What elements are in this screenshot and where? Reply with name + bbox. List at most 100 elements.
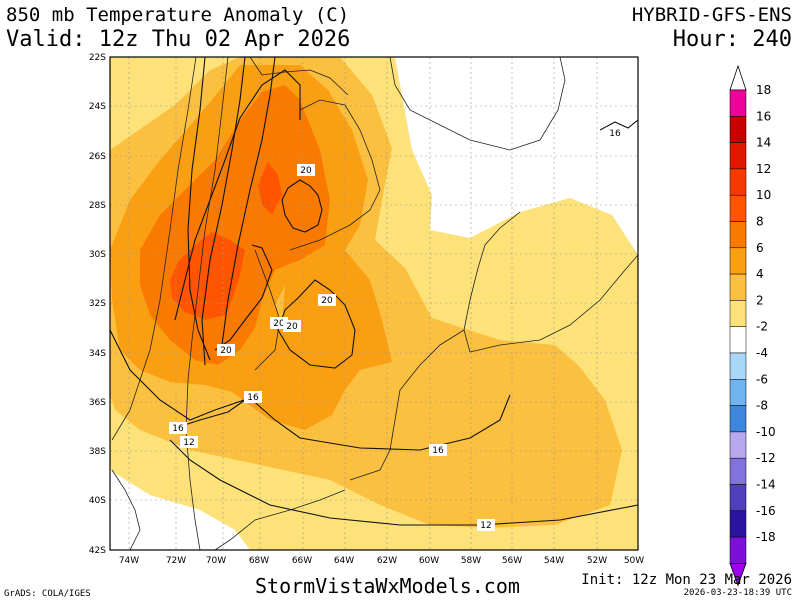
colorbar-swatch [729,194,747,222]
colorbar-swatch [729,457,747,485]
colorbar-swatch [729,247,747,275]
contour-label: 20 [283,320,301,332]
lat-tick-label: 36S [89,398,106,408]
contour-label: 16 [606,127,624,139]
lat-tick-label: 38S [89,447,106,457]
colorbar-label: 6 [756,241,764,255]
colorbar-label: 4 [756,267,764,281]
colorbar-swatch [729,405,747,433]
lon-tick-label: 52W [587,556,607,566]
model-name: HYBRID-GFS-ENS [631,4,792,26]
colorbar-label: -4 [756,346,768,360]
lat-tick-label: 42S [89,546,106,556]
generation-timestamp: 2026-03-23-18:39 UTC [683,588,792,598]
east-coast-brazil [389,57,566,151]
svg-text:20: 20 [286,322,298,332]
contour-label: 16 [169,422,187,434]
colorbar-swatch [729,352,747,380]
contour-inner-2 [201,57,246,366]
contour-12 [169,439,638,526]
colorbar-swatch [729,142,747,170]
svg-text:12: 12 [480,521,491,531]
shade-10-12-b [258,162,282,215]
colorbar-swatch [729,221,747,249]
lat-tick-label: 22S [89,53,106,63]
colorbar-swatch [729,510,747,538]
boundaries [111,57,638,550]
svg-text:20: 20 [273,319,285,329]
colorbar-swatch [729,379,747,406]
lat-tick-label: 24S [89,102,106,112]
lat-tick-label: 40S [89,496,106,506]
lon-tick-label: 50W [624,556,644,566]
lon-tick-label: 72W [166,556,186,566]
svg-text:16: 16 [247,393,259,403]
valid-time: Valid: 12z Thu 02 Apr 2026 [6,27,351,52]
lat-tick-label: 32S [89,299,106,309]
colorbar-label: -8 [756,399,768,413]
colorbar-swatch [729,273,747,301]
forecast-hour: Hour: 240 [672,27,792,52]
map-title: 850 mb Temperature Anomaly (C) [6,4,350,26]
contour-16-a [110,329,511,451]
chile-argentina-border [185,57,229,550]
grads-credit: GrADS: COLA/IGES [4,589,91,599]
contour-16-b [174,399,246,429]
colorbar-swatch [729,89,747,117]
init-time: Init: 12z Mon 23 Mar 2026 [581,572,792,588]
lat-axis: 22S 24S 26S 28S 30S 32S 34S 36S 38S 40S … [89,53,106,556]
contour-label: 12 [180,436,198,448]
contour-inner-3 [221,57,276,346]
colorbar-label: 10 [756,188,771,202]
colorbar-swatch [729,116,747,143]
svg-text:16: 16 [609,129,621,139]
rio-de-la-plata [349,329,465,481]
colorbar-top-arrow [729,64,747,91]
coast-south-chile [111,469,141,550]
lon-tick-label: 62W [377,556,397,566]
shade-below-2-sw [110,470,250,550]
contour-inner-1 [187,57,211,361]
contour-label: 20 [318,294,336,306]
colorbar-label: -16 [756,504,776,518]
svg-text:16: 16 [172,424,184,434]
lon-tick-label: 68W [249,556,269,566]
colorbar-swatch [729,300,747,327]
contour-16-c [599,119,638,131]
lon-tick-label: 64W [334,556,354,566]
lon-tick-label: 56W [502,556,522,566]
west-coast [111,57,197,441]
svg-text:12: 12 [183,438,194,448]
contour-label: 20 [217,344,235,356]
svg-text:20: 20 [220,346,232,356]
graticule [110,57,638,550]
contour-label: 20 [297,164,315,176]
colorbar-label: 8 [756,215,764,229]
colorbar-swatch [729,431,747,459]
bolivia-border [249,57,349,96]
uruguay-coast [469,254,638,353]
lon-tick-label: 74W [119,556,139,566]
lat-tick-label: 34S [89,349,106,359]
contour-20-a [281,179,323,233]
colorbar-label: -6 [756,372,768,386]
website-url: StormVistaWxModels.com [255,574,520,598]
contour-20-c [277,279,356,369]
svg-text:20: 20 [300,166,312,176]
colorbar-swatch [729,168,747,196]
colorbar: 18 16 14 12 10 8 6 4 2 -2 -4 -6 -8 -10 -12 -14 -16 -18 [729,64,776,587]
contour-20-b [174,69,301,321]
lat-tick-label: 26S [89,152,106,162]
map-frame [109,56,639,551]
colorbar-label: -12 [756,451,776,465]
colorbar-label: 16 [756,109,771,123]
svg-text:20: 20 [321,296,333,306]
svg-text:16: 16 [432,446,444,456]
colorbar-swatch [729,326,747,354]
lon-tick-label: 70W [206,556,226,566]
patagonia-coast [214,489,346,550]
lon-tick-label: 54W [544,556,564,566]
colorbar-swatch [729,484,747,512]
contours [110,57,638,526]
